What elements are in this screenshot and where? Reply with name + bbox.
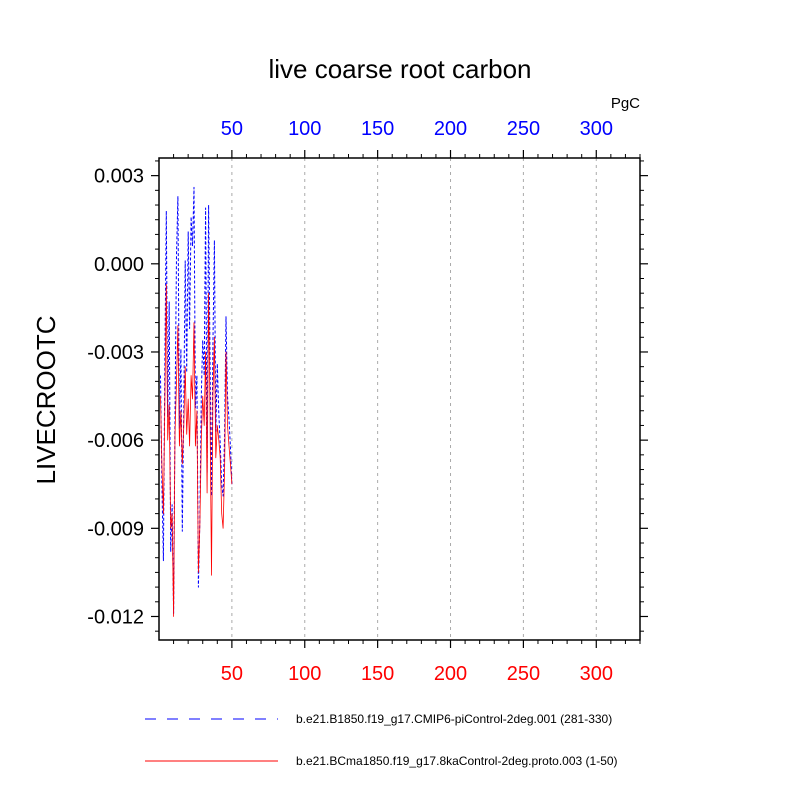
axis-ticks (151, 150, 648, 648)
series-line-2 (160, 283, 233, 617)
y-tick-label: -0.012 (87, 606, 144, 628)
x-bottom-tick-label: 250 (507, 663, 540, 685)
y-tick-label: -0.006 (87, 430, 144, 452)
plot-frame (158, 157, 641, 641)
units-label: PgC (611, 95, 640, 112)
legend: b.e21.B1850.f19_g17.CMIP6-piControl-2deg… (145, 712, 618, 768)
x-top-tick-label: 300 (580, 118, 613, 140)
y-tick-label: -0.009 (87, 518, 144, 540)
x-top-tick-label: 250 (507, 118, 540, 140)
x-bottom-tick-label: 50 (221, 663, 243, 685)
gridlines (231, 158, 597, 640)
legend-label-1: b.e21.B1850.f19_g17.CMIP6-piControl-2deg… (296, 712, 612, 726)
x-top-tick-label: 200 (434, 118, 467, 140)
x-bottom-tick-label: 150 (361, 663, 394, 685)
x-top-tick-label: 100 (288, 118, 321, 140)
chart-title: live coarse root carbon (268, 54, 531, 84)
y-tick-label: 0.003 (94, 166, 144, 188)
y-axis-label: LIVECROOTC (31, 315, 61, 484)
x-top-tick-label: 50 (221, 118, 243, 140)
y-tick-label: -0.003 (87, 342, 144, 364)
x-bottom-tick-label: 300 (580, 663, 613, 685)
legend-label-2: b.e21.BCma1850.f19_g17.8kaControl-2deg.p… (296, 754, 618, 768)
y-tick-label: 0.000 (94, 254, 144, 276)
x-bottom-tick-label: 200 (434, 663, 467, 685)
axis-tick-labels: 50 50 100 100 150 150 200 200 250 250 300 300 0.003 0… (87, 118, 613, 685)
series-line-1 (160, 186, 233, 614)
x-top-tick-label: 150 (361, 118, 394, 140)
x-bottom-tick-label: 100 (288, 663, 321, 685)
plot-series (160, 186, 233, 617)
